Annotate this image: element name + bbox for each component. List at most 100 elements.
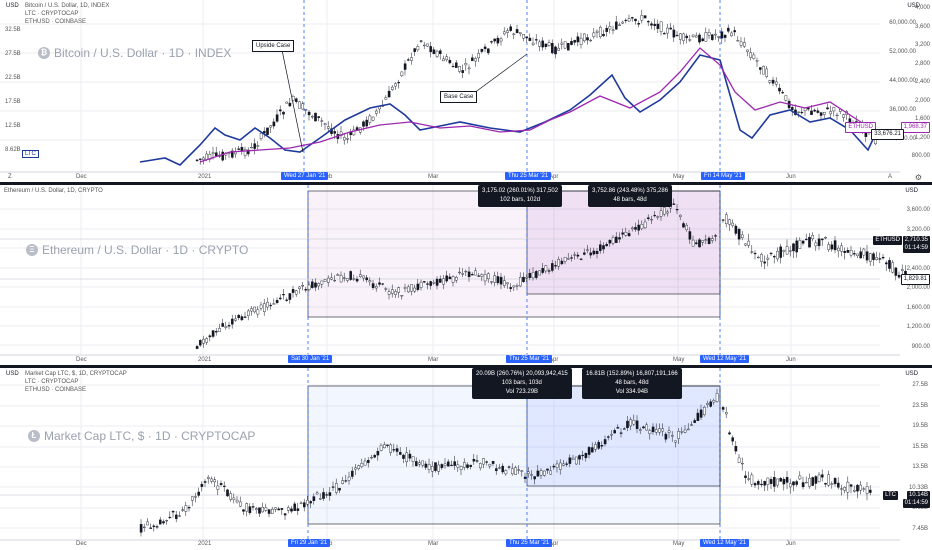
time-tick-label: Dec — [76, 357, 87, 363]
candle-body — [808, 478, 811, 487]
eth-price-tick-label: 1,600.00 — [906, 304, 930, 311]
candle-body — [298, 101, 301, 109]
eth-pane[interactable]: Ethereum / U.S. Dollar, 1D, CRYPTO Ξ Eth… — [0, 185, 932, 365]
candle-body — [461, 70, 465, 73]
candle-body — [853, 490, 856, 492]
pane-separator-2[interactable] — [0, 365, 932, 368]
candle-body — [798, 475, 802, 480]
candle-body — [479, 463, 482, 469]
base-case-callout[interactable]: Base Case — [440, 91, 478, 103]
candle-body — [519, 32, 522, 34]
ltc-legend-eth[interactable]: ETHUSD · COINBASE — [25, 387, 87, 393]
candle-body — [499, 38, 503, 42]
candle-body — [229, 493, 233, 500]
candle-body — [509, 26, 513, 31]
eth-legend-title[interactable]: Ethereum / U.S. Dollar, 1D, CRYPTO — [4, 188, 103, 194]
candle-body — [264, 507, 268, 511]
btc-legend-eth[interactable]: ETHUSD · COINBASE — [25, 19, 87, 25]
candle-body — [237, 148, 241, 150]
btc-chart-canvas[interactable] — [0, 0, 932, 182]
auto-scale-button[interactable]: A — [887, 174, 892, 180]
btc-legend-ltc[interactable]: LTC · CRYPTOCAP — [25, 11, 79, 17]
candle-body — [487, 273, 490, 279]
candle-body — [840, 245, 843, 252]
eth-chart-canvas[interactable] — [0, 185, 932, 365]
eth-date-marker-3: Wed 12 May '21 — [700, 355, 750, 363]
ltc-legend-title[interactable]: Market Cap LTC, $, 1D, CRYPTOCAP — [25, 371, 127, 377]
candle-body — [634, 18, 637, 22]
candle-body — [250, 147, 253, 149]
candle-body — [178, 515, 181, 517]
candle-body — [355, 278, 359, 282]
candle-body — [746, 49, 749, 52]
timezone-icon[interactable]: Z — [8, 174, 12, 180]
candle-body — [733, 30, 736, 33]
candle-body — [368, 280, 372, 283]
candle-body — [419, 281, 423, 288]
candle-body — [314, 282, 317, 288]
candle-body — [782, 478, 786, 485]
candle-body — [474, 58, 477, 62]
btc-pane[interactable]: Bitcoin / U.S. Dollar, 1D, INDEX LTC · C… — [0, 0, 932, 182]
candle-body — [304, 288, 308, 291]
candle-body — [259, 133, 263, 139]
candle-body — [610, 434, 613, 436]
gear-icon[interactable]: ⚙ — [914, 173, 922, 182]
candle-body — [362, 275, 365, 279]
litecoin-logo-icon: Ł — [28, 430, 40, 442]
candle-body — [778, 87, 781, 92]
candle-body — [832, 107, 836, 112]
candle-body — [450, 464, 453, 467]
candle-body — [715, 393, 719, 402]
candle-body — [763, 261, 766, 264]
candle-body — [397, 81, 401, 84]
candle-body — [317, 283, 321, 287]
btc-eth-scale-tick-label: 2,000 — [914, 97, 930, 104]
pane-separator-1[interactable] — [0, 182, 932, 185]
candle-body — [805, 482, 808, 484]
candle-body — [712, 400, 716, 403]
candle-body — [227, 325, 231, 327]
candle-body — [667, 430, 671, 433]
candle-body — [282, 294, 285, 296]
candle-body — [335, 483, 338, 493]
candle-body — [272, 121, 276, 127]
candle-body — [682, 33, 685, 41]
ltc-measure-1-value: 20.09B (260.76%) 20,093,942,415 — [476, 371, 568, 377]
candle-body — [533, 476, 536, 480]
candle-body — [640, 223, 644, 229]
candle-body — [488, 464, 492, 467]
btc-legend-title[interactable]: Bitcoin / U.S. Dollar, 1D, INDEX — [25, 3, 110, 9]
ltc-symbol-tag: LTC — [883, 491, 898, 500]
candle-body — [383, 444, 386, 449]
candle-body — [819, 112, 823, 116]
candle-body — [499, 276, 503, 285]
candle-body — [165, 520, 169, 522]
ltc-legend-ltc[interactable]: LTC · CRYPTOCAP — [25, 379, 79, 385]
candle-body — [653, 214, 656, 217]
candle-body — [343, 277, 346, 279]
time-tick-label: 2021 — [198, 357, 212, 363]
ltc-chart-canvas[interactable] — [0, 368, 932, 550]
candle-body — [769, 252, 773, 255]
btc-date-marker-2: Thu 25 Mar '21 — [505, 172, 552, 180]
candle-body — [849, 249, 853, 256]
candle-body — [687, 428, 690, 431]
candle-body — [507, 466, 511, 468]
candle-body — [522, 34, 525, 39]
candle-body — [690, 424, 693, 426]
candle-body — [829, 111, 832, 115]
btc-ltc-scale-tick-label: 32.5B — [5, 27, 21, 33]
candle-body — [583, 33, 586, 42]
candle-body — [747, 240, 750, 246]
ltc-pane[interactable]: USD Market Cap LTC, $, 1D, CRYPTOCAP LTC… — [0, 368, 932, 550]
candle-body — [367, 460, 370, 463]
candle-body — [546, 468, 549, 471]
candle-body — [323, 279, 327, 282]
candle-body — [490, 281, 493, 283]
candle-body — [311, 116, 314, 118]
candle-body — [704, 32, 708, 42]
candle-body — [634, 227, 637, 230]
upside-case-callout[interactable]: Upside Case — [252, 40, 295, 52]
candle-body — [370, 457, 373, 459]
